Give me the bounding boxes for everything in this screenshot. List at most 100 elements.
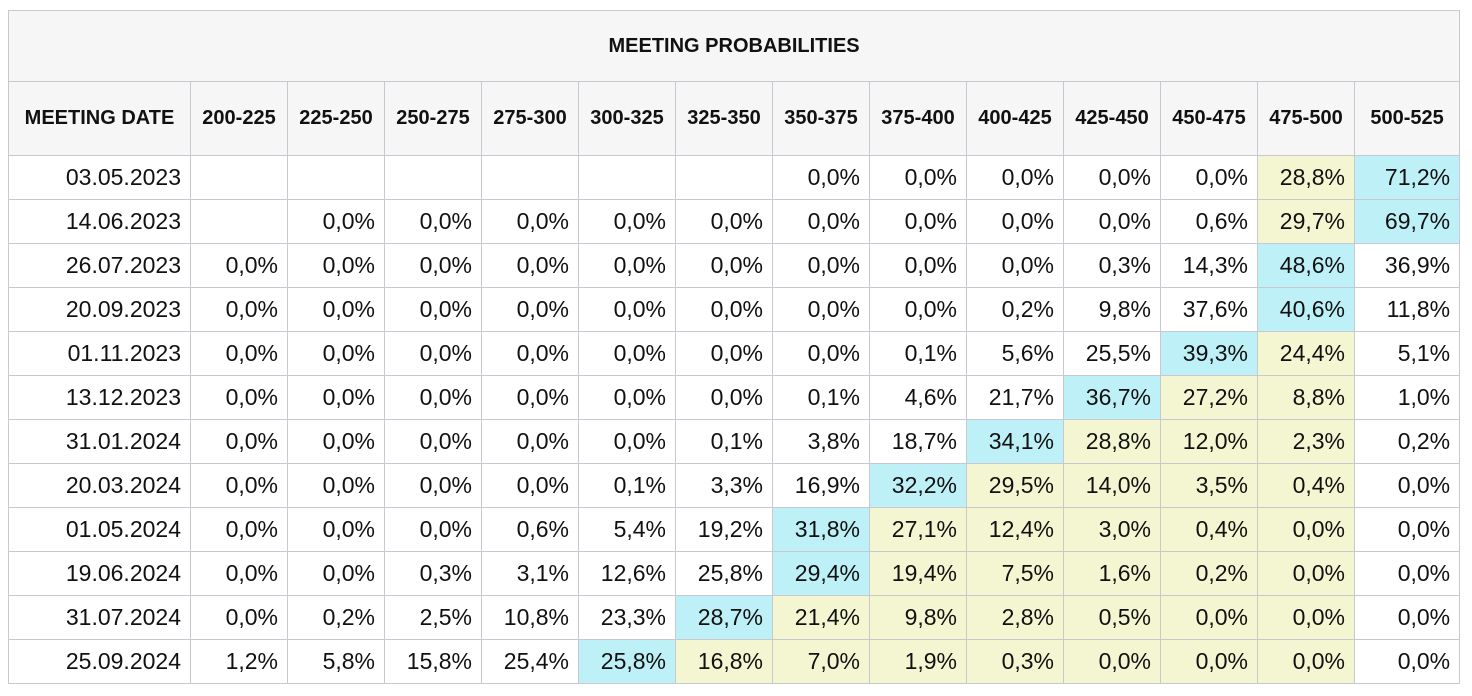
probability-cell: 11,8% xyxy=(1353,287,1461,332)
probability-cell: 28,7% xyxy=(675,595,773,640)
probability-cell: 0,0% xyxy=(1257,507,1355,552)
probability-cell: 0,0% xyxy=(772,331,870,376)
probability-cell: 0,0% xyxy=(1063,199,1161,244)
probability-cell: 0,0% xyxy=(869,243,967,288)
probability-cell: 0,0% xyxy=(578,199,676,244)
probability-cell: 28,8% xyxy=(1063,419,1161,464)
probability-cell: 3,1% xyxy=(481,551,579,596)
probability-cell: 0,0% xyxy=(481,419,579,464)
probability-cell: 0,3% xyxy=(966,639,1064,684)
meeting-date-cell: 26.07.2023 xyxy=(8,243,191,288)
probability-cell xyxy=(384,155,482,200)
meeting-date-cell: 20.03.2024 xyxy=(8,463,191,508)
header-row: MEETING DATE 200-225 225-250 250-275 275-30… xyxy=(8,81,1461,156)
probability-cell: 0,1% xyxy=(675,419,773,464)
probability-cell: 37,6% xyxy=(1160,287,1258,332)
probability-cell: 29,5% xyxy=(966,463,1064,508)
range-header: 500-525 xyxy=(1353,81,1461,156)
probability-cell: 34,1% xyxy=(966,419,1064,464)
probability-cell: 0,0% xyxy=(1353,463,1461,508)
probability-cell: 12,6% xyxy=(578,551,676,596)
table-row: 20.09.2023 0,0% 0,0% 0,0% 0,0% 0,0% 0,0% 0,0% 0,… xyxy=(8,287,1461,332)
meeting-date-cell: 13.12.2023 xyxy=(8,375,191,420)
probability-cell: 0,1% xyxy=(772,375,870,420)
probability-cell: 19,4% xyxy=(869,551,967,596)
probability-cell: 0,0% xyxy=(190,287,288,332)
probability-cell: 9,8% xyxy=(869,595,967,640)
probability-cell: 0,0% xyxy=(1257,595,1355,640)
probability-cell: 29,7% xyxy=(1257,199,1355,244)
range-header: 300-325 xyxy=(578,81,676,156)
range-header: 200-225 xyxy=(190,81,288,156)
probability-cell: 1,2% xyxy=(190,639,288,684)
probability-cell: 0,6% xyxy=(1160,199,1258,244)
probability-cell: 0,0% xyxy=(481,287,579,332)
probability-cell: 69,7% xyxy=(1353,199,1461,244)
probability-cell: 5,1% xyxy=(1353,331,1461,376)
probability-cell: 36,9% xyxy=(1353,243,1461,288)
probability-cell: 0,6% xyxy=(481,507,579,552)
probability-cell: 1,0% xyxy=(1353,375,1461,420)
probability-cell: 0,0% xyxy=(675,331,773,376)
probability-cell: 0,2% xyxy=(1353,419,1461,464)
probability-cell: 0,0% xyxy=(1257,639,1355,684)
probability-cell: 0,0% xyxy=(481,199,579,244)
probability-cell: 0,0% xyxy=(1353,551,1461,596)
probability-cell: 23,3% xyxy=(578,595,676,640)
probability-cell: 12,0% xyxy=(1160,419,1258,464)
probability-cell: 0,0% xyxy=(1063,639,1161,684)
meeting-date-cell: 19.06.2024 xyxy=(8,551,191,596)
probability-cell: 0,0% xyxy=(384,287,482,332)
probability-cell: 40,6% xyxy=(1257,287,1355,332)
probability-cell: 0,0% xyxy=(287,507,385,552)
table-row: 19.06.2024 0,0% 0,0% 0,3% 3,1% 12,6% 25,8% 29,4… xyxy=(8,551,1461,596)
probability-cell: 0,0% xyxy=(384,507,482,552)
probability-cell: 15,8% xyxy=(384,639,482,684)
table-row: 25.09.2024 1,2% 5,8% 15,8% 25,4% 25,8% 16,8% 7,… xyxy=(8,639,1461,684)
probability-cell: 0,0% xyxy=(481,331,579,376)
probability-cell: 29,4% xyxy=(772,551,870,596)
table-row: 31.01.2024 0,0% 0,0% 0,0% 0,0% 0,0% 0,1% 3,8% 18… xyxy=(8,419,1461,464)
probability-cell: 0,0% xyxy=(1353,595,1461,640)
meeting-date-cell: 01.05.2024 xyxy=(8,507,191,552)
probability-cell: 0,0% xyxy=(287,551,385,596)
probability-cell: 5,4% xyxy=(578,507,676,552)
probability-cell: 27,1% xyxy=(869,507,967,552)
range-header: 475-500 xyxy=(1257,81,1355,156)
probability-cell: 8,8% xyxy=(1257,375,1355,420)
probability-cell: 0,0% xyxy=(578,375,676,420)
probability-cell: 2,5% xyxy=(384,595,482,640)
table-row: 31.07.2024 0,0% 0,2% 2,5% 10,8% 23,3% 28,7% 21,… xyxy=(8,595,1461,640)
probability-cell: 0,0% xyxy=(1160,595,1258,640)
probability-cell: 9,8% xyxy=(1063,287,1161,332)
probability-cell: 0,0% xyxy=(578,419,676,464)
probability-cell: 0,0% xyxy=(287,287,385,332)
probability-cell: 0,4% xyxy=(1257,463,1355,508)
probabilities-table-container: MEETING PROBABILITIES MEETING DATE 200-2… xyxy=(7,10,1461,684)
probability-cell: 0,0% xyxy=(287,331,385,376)
probability-cell: 0,0% xyxy=(675,375,773,420)
probability-cell: 32,2% xyxy=(869,463,967,508)
probability-cell: 21,4% xyxy=(772,595,870,640)
probability-cell: 0,0% xyxy=(190,507,288,552)
probability-cell: 0,0% xyxy=(190,375,288,420)
meeting-date-cell: 31.01.2024 xyxy=(8,419,191,464)
probability-cell: 0,0% xyxy=(287,243,385,288)
probability-cell: 1,6% xyxy=(1063,551,1161,596)
probability-cell: 2,3% xyxy=(1257,419,1355,464)
range-header: 375-400 xyxy=(869,81,967,156)
probability-cell: 0,5% xyxy=(1063,595,1161,640)
table-row: 13.12.2023 0,0% 0,0% 0,0% 0,0% 0,0% 0,0% 0,1% 4,… xyxy=(8,375,1461,420)
table-row: 14.06.2023 0,0% 0,0% 0,0% 0,0% 0,0% 0,0% 0,0% 0,… xyxy=(8,199,1461,244)
meeting-date-cell: 20.09.2023 xyxy=(8,287,191,332)
probability-cell: 25,8% xyxy=(578,639,676,684)
probability-cell: 0,0% xyxy=(869,155,967,200)
probability-cell: 1,9% xyxy=(869,639,967,684)
probability-cell: 71,2% xyxy=(1353,155,1461,200)
probability-cell: 0,0% xyxy=(384,463,482,508)
probability-cell: 0,0% xyxy=(384,419,482,464)
probability-cell: 31,8% xyxy=(772,507,870,552)
probability-cell: 48,6% xyxy=(1257,243,1355,288)
probability-cell: 0,0% xyxy=(1063,155,1161,200)
table-title: MEETING PROBABILITIES xyxy=(7,10,1461,82)
